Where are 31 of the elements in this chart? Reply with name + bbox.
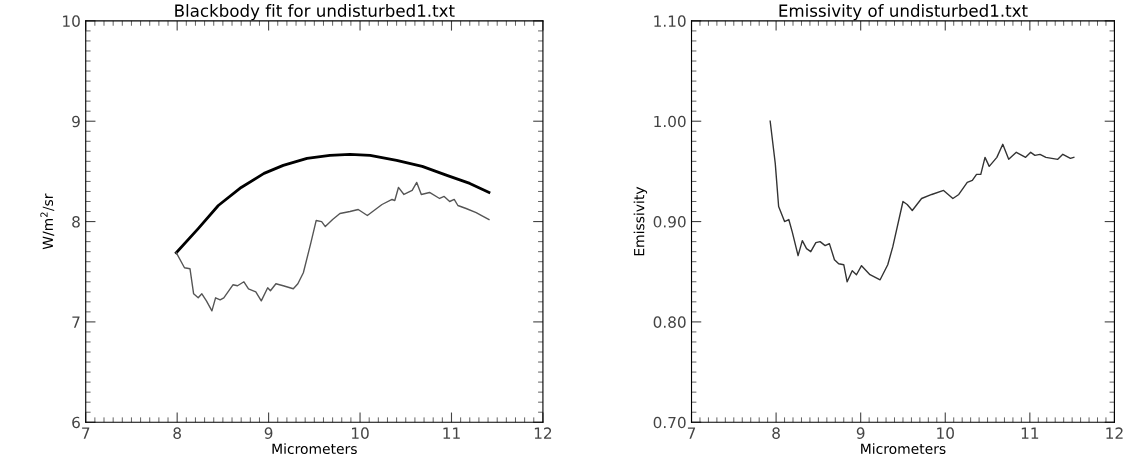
line-series [175,181,490,312]
y-tick-label: 6 [72,416,80,429]
y-tick-label: 10 [63,15,80,27]
chart-title: Blackbody fit for undisturbed1.txt [175,4,455,21]
y-tick-label: 1.00 [654,115,686,128]
y-tick-label: 8 [72,216,80,228]
chart-title: Emissivity of undisturbed1.txt [779,4,1028,21]
x-tick-label: 10 [352,427,369,439]
y-tick-label: 1.10 [654,15,686,27]
x-tick-label: 11 [1021,427,1039,439]
x-tick-label: 10 [937,427,954,439]
y-axis-title: W/m$^{2}$/sr [40,193,55,250]
x-tick-label: 11 [443,427,460,439]
y-tick-label: 7 [72,316,80,328]
line-series [769,120,1075,283]
x-tick-label: 9 [264,427,273,439]
x-tick-label: 12 [534,427,552,439]
y-tick-label: 0.70 [653,416,686,429]
x-tick-label: 8 [173,427,181,439]
x-tick-label: 8 [772,427,780,439]
y-tick-label: 0.90 [653,216,686,228]
y-tick-label: 9 [72,115,80,128]
x-tick-label: 7 [82,427,90,439]
y-tick-label: 0.80 [653,316,686,328]
x-axis-title: Micrometers [272,443,357,455]
y-axis-title: Emissivity [633,186,648,256]
x-tick-label: 7 [687,427,696,439]
x-tick-label: 12 [1106,427,1123,439]
line-series [174,152,491,255]
x-axis-title: Micrometers [861,443,946,455]
x-tick-label: 9 [856,427,865,439]
